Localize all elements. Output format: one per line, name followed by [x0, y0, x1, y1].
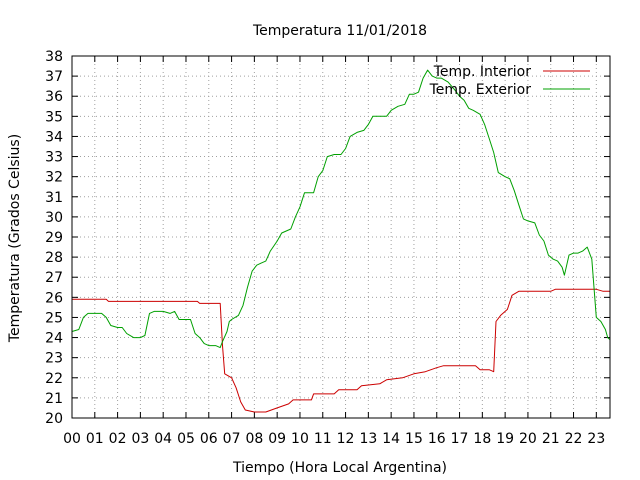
- y-axis-label: Temperatura (Grados Celsius): [7, 134, 23, 343]
- x-tick-label: 23: [587, 431, 605, 447]
- x-tick-label: 13: [359, 431, 377, 447]
- y-tick-label: 35: [45, 109, 63, 125]
- axis-ticks: 2021222324252627282930313233343536373800…: [45, 49, 610, 447]
- x-tick-label: 15: [405, 431, 423, 447]
- x-tick-label: 05: [177, 431, 195, 447]
- y-tick-label: 34: [45, 129, 63, 145]
- x-tick-label: 20: [519, 431, 537, 447]
- series-line-interior: [72, 288, 610, 413]
- x-tick-label: 14: [382, 431, 400, 447]
- y-tick-label: 26: [45, 290, 63, 306]
- y-tick-label: 31: [45, 190, 63, 206]
- x-tick-label: 02: [109, 431, 127, 447]
- y-tick-label: 25: [45, 310, 63, 326]
- series-lines: [71, 69, 611, 413]
- y-tick-label: 38: [45, 49, 63, 65]
- y-tick-label: 20: [45, 411, 63, 427]
- legend-label-interior: Temp. Interior: [433, 64, 532, 80]
- x-tick-label: 16: [428, 431, 446, 447]
- y-tick-label: 37: [45, 69, 63, 85]
- plot-border: [71, 55, 611, 419]
- x-tick-label: 19: [496, 431, 514, 447]
- x-tick-label: 18: [473, 431, 491, 447]
- x-tick-label: 22: [565, 431, 583, 447]
- x-tick-label: 10: [291, 431, 309, 447]
- y-tick-label: 29: [45, 230, 63, 246]
- y-tick-label: 27: [45, 270, 63, 286]
- x-tick-label: 09: [268, 431, 286, 447]
- y-tick-label: 22: [45, 371, 63, 387]
- y-tick-label: 23: [45, 351, 63, 367]
- x-tick-label: 12: [337, 431, 355, 447]
- x-tick-label: 21: [542, 431, 560, 447]
- x-tick-label: 04: [154, 431, 172, 447]
- y-tick-label: 33: [45, 150, 63, 166]
- y-tick-label: 24: [45, 331, 63, 347]
- grid-lines: [72, 56, 610, 418]
- x-tick-label: 07: [223, 431, 241, 447]
- legend-label-exterior: Temp. Exterior: [429, 82, 532, 98]
- x-tick-label: 01: [86, 431, 104, 447]
- series-line-exterior: [71, 69, 611, 349]
- x-axis-label: Tiempo (Hora Local Argentina): [232, 460, 447, 476]
- x-tick-label: 03: [131, 431, 149, 447]
- x-tick-label: 08: [245, 431, 263, 447]
- y-tick-label: 30: [45, 210, 63, 226]
- x-tick-label: 11: [314, 431, 332, 447]
- x-tick-label: 17: [451, 431, 469, 447]
- x-tick-label: 00: [63, 431, 81, 447]
- x-tick-label: 06: [200, 431, 218, 447]
- chart-title: Temperatura 11/01/2018: [252, 23, 427, 39]
- y-tick-label: 21: [45, 391, 63, 407]
- y-tick-label: 28: [45, 250, 63, 266]
- y-tick-label: 32: [45, 170, 63, 186]
- y-tick-label: 36: [45, 89, 63, 105]
- legend: Temp. Interior Temp. Exterior: [429, 64, 590, 98]
